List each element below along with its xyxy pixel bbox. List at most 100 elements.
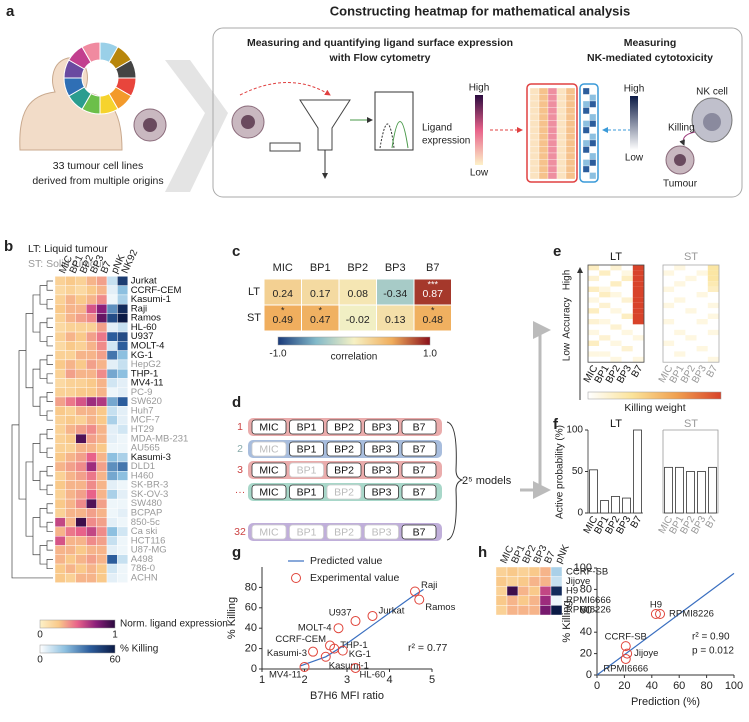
dendrogram xyxy=(39,396,47,416)
row-label: AU565 xyxy=(131,443,160,454)
point-label: Kasumi-3 xyxy=(267,648,307,659)
annotation: r² = 0.77 xyxy=(408,642,448,654)
heatmap-cell xyxy=(96,276,108,286)
heatmap-cell xyxy=(75,294,87,305)
row-label: SW620 xyxy=(131,396,162,407)
heatmap-cell xyxy=(117,396,129,407)
heatmap-cell xyxy=(599,297,611,303)
heatmap-cell xyxy=(96,517,108,528)
row-index: 1 xyxy=(237,421,243,433)
data-point xyxy=(620,641,631,652)
heatmap-cell xyxy=(117,415,129,426)
ligand-chip-label: BP3 xyxy=(372,526,392,538)
heatmap-cell xyxy=(106,452,118,463)
heatmap-cell xyxy=(85,536,97,546)
heatmap-cell xyxy=(65,536,77,546)
heatmap-cell xyxy=(75,406,87,416)
heatmap-cell xyxy=(65,359,77,370)
y-tick-label: 100 xyxy=(574,562,592,574)
heatmap-cell xyxy=(588,346,600,352)
heatmap-cell xyxy=(75,433,87,444)
ligand-chip xyxy=(401,419,437,435)
heatmap-cell xyxy=(106,545,118,555)
mini-cell xyxy=(538,126,549,134)
heatmap-cell xyxy=(674,351,686,357)
heatmap-cell xyxy=(599,270,611,276)
mini-cell xyxy=(529,159,540,167)
heatmap-cell xyxy=(632,275,644,282)
heatmap-cell xyxy=(65,498,77,509)
row-label: MOLT-4 xyxy=(131,340,165,351)
heatmap-cell xyxy=(65,304,77,314)
heatmap-cell xyxy=(696,324,708,330)
bar xyxy=(589,469,598,514)
ligand-chip xyxy=(326,484,362,500)
heatmap-cell xyxy=(96,322,108,333)
subtitle: NK-mediated cytotoxicity xyxy=(587,52,713,64)
heatmap-cell xyxy=(707,324,719,330)
heatmap-cell xyxy=(685,270,697,276)
dendrogram xyxy=(46,484,53,495)
heatmap-cell xyxy=(599,281,611,287)
heatmap-cell xyxy=(588,335,600,341)
dendrogram xyxy=(46,503,53,514)
heatmap-cell xyxy=(65,341,77,351)
heatmap-cell xyxy=(117,406,129,416)
heatmap-cell xyxy=(550,605,563,616)
ligand-chip-label: MIC xyxy=(259,486,279,498)
heatmap-cell xyxy=(96,350,108,361)
dendrogram xyxy=(46,336,53,347)
heatmap-cell xyxy=(117,489,129,500)
ligand-chip xyxy=(364,524,399,540)
row-label: U87-MG xyxy=(131,545,167,556)
heatmap-cell xyxy=(610,324,622,330)
mini-cell xyxy=(582,100,590,108)
column-label: BP2 xyxy=(347,262,368,274)
heatmap-cell xyxy=(610,319,622,325)
heatmap-cell xyxy=(54,285,66,296)
heatmap-cell xyxy=(65,313,77,323)
heatmap-cell xyxy=(117,563,129,574)
heatmap-cell xyxy=(85,545,97,555)
dendrogram xyxy=(46,354,53,365)
mini-cell xyxy=(538,87,549,95)
heatmap-cell xyxy=(106,304,118,314)
heatmap-cell xyxy=(599,319,611,325)
dendrogram xyxy=(46,429,53,440)
heatmap-cell xyxy=(696,281,708,287)
heatmap-cell xyxy=(96,415,108,426)
heatmap-cell xyxy=(610,302,622,309)
colorbar-tick: 1 xyxy=(112,630,118,641)
heatmap-cell xyxy=(65,378,77,388)
ligand-chip-label: BP1 xyxy=(297,443,317,455)
heatmap-cell xyxy=(106,508,118,518)
legend-label: Predicted value xyxy=(310,555,383,567)
data-point xyxy=(333,623,344,634)
heatmap-cell xyxy=(117,304,129,314)
row-label: Kasumi-3 xyxy=(131,452,171,463)
mini-cell xyxy=(538,133,549,141)
heatmap-cell xyxy=(621,302,633,309)
heatmap-cell xyxy=(65,573,77,583)
axis-label: Prediction (%) xyxy=(631,696,700,708)
heatmap-cell xyxy=(85,517,97,528)
heatmap-cell xyxy=(75,313,87,323)
heatmap-cell xyxy=(685,281,697,287)
heatmap-cell xyxy=(696,302,708,309)
heatmap-cell xyxy=(106,554,118,565)
heatmap-cell xyxy=(54,368,66,379)
heatmap-cell xyxy=(610,265,622,271)
heatmap-cell xyxy=(588,281,600,287)
mini-cell xyxy=(529,165,540,173)
row-label: BCPAP xyxy=(131,508,163,519)
heatmap-cell xyxy=(663,270,675,276)
heatmap-cell xyxy=(75,452,87,463)
heatmap-cell xyxy=(685,297,697,303)
ligand-chip-label: BP3 xyxy=(372,421,392,433)
heatmap-cell xyxy=(632,351,644,357)
dendrogram xyxy=(46,299,53,310)
heatmap-cell xyxy=(663,302,675,309)
heatmap-cell xyxy=(117,285,129,296)
mini-cell xyxy=(538,172,549,180)
y-tick-label: 60 xyxy=(245,602,257,614)
